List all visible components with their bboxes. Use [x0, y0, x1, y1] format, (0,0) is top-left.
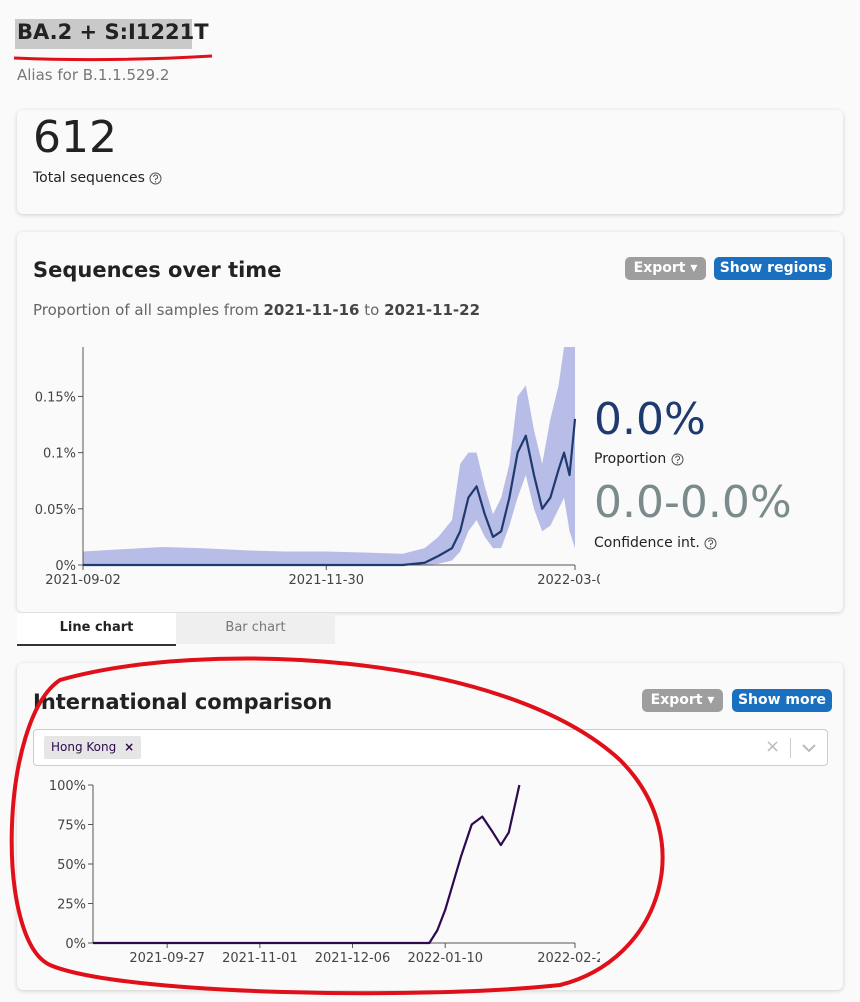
y-tick-label: 100%	[49, 779, 86, 794]
section-title: International comparison	[33, 690, 333, 714]
confidence-label: Confidence int.	[594, 535, 717, 551]
y-tick-label: 0.1%	[43, 447, 76, 462]
y-tick-label: 0.05%	[35, 503, 76, 518]
export-button[interactable]: Export ▾	[625, 257, 706, 280]
x-tick-label: 2022-03-01	[537, 573, 600, 588]
red-underline	[13, 54, 213, 62]
x-tick-label: 2021-11-30	[288, 573, 364, 588]
total-card	[17, 110, 843, 214]
chevron[interactable]	[802, 743, 816, 753]
sequences-chart: 0% 0.05% 0.1% 0.15% 2021-09-02 2021-11-30 2022…	[35, 347, 600, 588]
alias: Alias for B.1.1.529.2	[17, 66, 170, 84]
line	[83, 418, 577, 567]
x-tick-label: 2021-12-06	[315, 951, 391, 966]
total-label: Total sequences	[33, 170, 162, 186]
total-label-text: Total sequences	[33, 170, 145, 186]
show-more-button[interactable]: Show more	[732, 689, 832, 712]
subtitle: Proportion of all samples from 2021-11-1…	[33, 301, 480, 319]
end-date: 2021-11-22	[384, 301, 481, 319]
x-tick-label: 2021-11-01	[222, 951, 298, 966]
y-tick-label: 0%	[65, 937, 86, 952]
line	[93, 784, 521, 945]
info-icon[interactable]	[149, 172, 162, 185]
x-tick-label: 2021-09-02	[45, 573, 121, 588]
y-tick-label: 25%	[57, 898, 86, 913]
info-icon[interactable]	[671, 453, 684, 466]
proportion-label: Proportion	[594, 451, 684, 467]
start-date: 2021-11-16	[263, 301, 360, 319]
y-tick-label: 50%	[57, 858, 86, 873]
international-chart: 0% 25% 50% 75% 100% 2021-09-27 2021-11-01 2021-…	[49, 779, 600, 966]
section-title: Sequences over time	[33, 258, 282, 282]
clear-icon[interactable]: ×	[765, 736, 781, 757]
tag-remove[interactable]: ×	[124, 740, 135, 754]
x-tick-label: 2021-09-27	[129, 951, 205, 966]
country-tag: Hong Kong ×	[44, 736, 142, 759]
export-button[interactable]: Export ▾	[642, 689, 723, 712]
separator	[790, 738, 791, 758]
title-highlight	[15, 19, 192, 49]
tab-line[interactable]: Line chart	[17, 613, 176, 646]
total-value: 612	[33, 112, 117, 163]
x-tick-label: 2022-01-10	[407, 951, 483, 966]
subtitle-text: Proportion of all samples from	[33, 301, 259, 319]
y-tick-label: 75%	[57, 819, 86, 834]
subtitle-text: to	[364, 301, 380, 319]
page-title: BA.2 + S:I1221T	[17, 20, 209, 44]
info-icon[interactable]	[704, 537, 717, 550]
x-tick-label: 2022-02-28	[537, 951, 600, 966]
proportion-value: 0.0%	[594, 394, 706, 445]
country-select[interactable]: Hong Kong × ×	[33, 729, 828, 766]
confidence-value: 0.0-0.0%	[594, 477, 792, 528]
button-label: Export	[650, 692, 703, 708]
button-label: Export	[633, 260, 686, 276]
y-tick-label: 0%	[55, 559, 76, 574]
confidence-band	[83, 347, 575, 565]
tab-bar[interactable]: Bar chart	[176, 613, 335, 644]
tag-label: Hong Kong	[51, 740, 117, 754]
show-regions-button[interactable]: Show regions	[714, 257, 832, 280]
label: Confidence int.	[594, 535, 700, 551]
y-tick-label: 0.15%	[35, 390, 76, 405]
label: Proportion	[594, 451, 667, 467]
